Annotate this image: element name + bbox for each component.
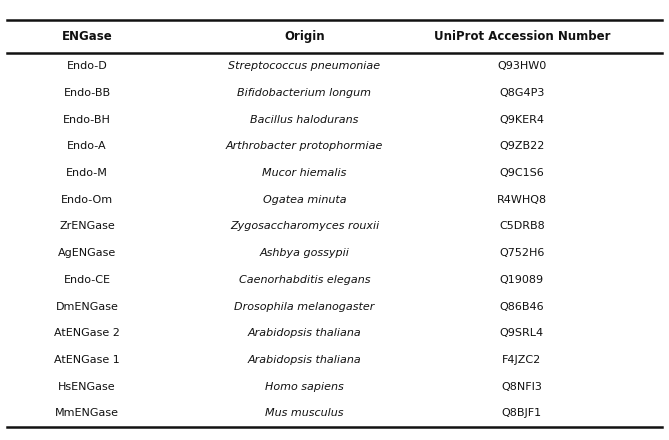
Text: ZrENGase: ZrENGase <box>59 221 115 231</box>
Text: Mus musculus: Mus musculus <box>265 408 344 418</box>
Text: Q86B46: Q86B46 <box>500 301 544 312</box>
Text: Q9SRL4: Q9SRL4 <box>500 328 544 338</box>
Text: Endo-M: Endo-M <box>66 168 108 178</box>
Text: Arthrobacter protophormiae: Arthrobacter protophormiae <box>225 141 383 151</box>
Text: AtENGase 2: AtENGase 2 <box>54 328 120 338</box>
Text: Streptococcus pneumoniae: Streptococcus pneumoniae <box>228 61 381 71</box>
Text: Homo sapiens: Homo sapiens <box>265 382 344 392</box>
Text: Bifidobacterium longum: Bifidobacterium longum <box>237 88 371 98</box>
Text: Q9KER4: Q9KER4 <box>499 114 545 125</box>
Text: Q9C1S6: Q9C1S6 <box>500 168 544 178</box>
Text: Q93HW0: Q93HW0 <box>497 61 547 71</box>
Text: Mucor hiemalis: Mucor hiemalis <box>262 168 347 178</box>
Text: F4JZC2: F4JZC2 <box>502 355 541 365</box>
Text: Q752H6: Q752H6 <box>499 248 545 258</box>
Text: ENGase: ENGase <box>62 30 112 43</box>
Text: UniProt Accession Number: UniProt Accession Number <box>434 30 610 43</box>
Text: Q9ZB22: Q9ZB22 <box>499 141 545 151</box>
Text: Arabidopsis thaliana: Arabidopsis thaliana <box>248 328 361 338</box>
Text: Endo-CE: Endo-CE <box>64 275 110 285</box>
Text: Ogatea minuta: Ogatea minuta <box>263 195 347 205</box>
Text: Caenorhabditis elegans: Caenorhabditis elegans <box>239 275 370 285</box>
Text: AgENGase: AgENGase <box>58 248 116 258</box>
Text: HsENGase: HsENGase <box>58 382 116 392</box>
Text: Q8G4P3: Q8G4P3 <box>499 88 545 98</box>
Text: Origin: Origin <box>284 30 324 43</box>
Text: Endo-A: Endo-A <box>67 141 107 151</box>
Text: Q19089: Q19089 <box>500 275 544 285</box>
Text: Endo-BH: Endo-BH <box>63 114 111 125</box>
Text: R4WHQ8: R4WHQ8 <box>497 195 547 205</box>
Text: Endo-D: Endo-D <box>67 61 107 71</box>
Text: Endo-BB: Endo-BB <box>64 88 110 98</box>
Text: AtENGase 1: AtENGase 1 <box>54 355 120 365</box>
Text: Zygosaccharomyces rouxii: Zygosaccharomyces rouxii <box>229 221 379 231</box>
Text: Bacillus halodurans: Bacillus halodurans <box>250 114 359 125</box>
Text: DmENGase: DmENGase <box>56 301 118 312</box>
Text: Q8NFI3: Q8NFI3 <box>501 382 543 392</box>
Text: C5DRB8: C5DRB8 <box>499 221 545 231</box>
Text: Endo-Om: Endo-Om <box>61 195 113 205</box>
Text: MmENGase: MmENGase <box>55 408 119 418</box>
Text: Arabidopsis thaliana: Arabidopsis thaliana <box>248 355 361 365</box>
Text: Q8BJF1: Q8BJF1 <box>502 408 542 418</box>
Text: Drosophila melanogaster: Drosophila melanogaster <box>234 301 375 312</box>
Text: Ashbya gossypii: Ashbya gossypii <box>260 248 349 258</box>
